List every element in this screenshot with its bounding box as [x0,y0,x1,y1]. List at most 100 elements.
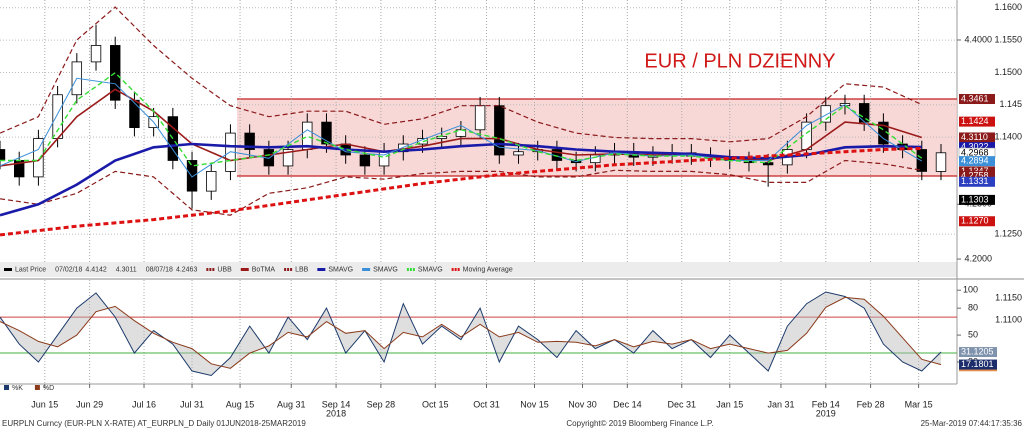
footer-copyright: Copyright© 2019 Bloomberg Finance L.P. [566,419,713,428]
x-tick-label: Aug 15 [226,399,255,409]
price-tag-label: 1.1270 [961,216,989,226]
price-tag-label: 4.3461 [961,93,989,103]
x-tick-label: Dec 31 [667,399,696,409]
candle-body [455,129,467,137]
x-tick-label: Jul 31 [180,399,204,409]
x-year-label: 2019 [816,408,836,418]
legend-label: SMAVG [418,266,443,273]
candle-body [513,151,524,156]
x-tick-label: Sep 14 [322,399,351,409]
candle-body [206,171,217,192]
candle-body [186,160,198,192]
price-tag-label: 4.3110 [961,132,988,142]
price-tag-label: 1.1424 [961,116,989,126]
background-layer [0,0,1024,388]
x-tick-label: Sep 28 [367,399,396,409]
candle-body [935,152,947,172]
value-tag [959,347,997,358]
value-tag [959,359,997,370]
x-tick-label: Feb 28 [857,399,885,409]
main-layer: Jun 15 Jun 29 Jul 16 Jul 31 Aug 15 Aug 31 Sep … [0,2,1022,418]
price-tag [959,171,995,182]
legend-label: LBB [295,266,309,273]
x-tick-label: Jan 31 [767,399,794,409]
y2-tick-label: 1.1250 [994,229,1022,239]
price-tag-label: 4.2894 [961,155,989,165]
price-tag-label: 4.2758 [961,170,989,180]
price-tag-label: 4.3022 [961,141,989,151]
legend-low: 08/07/18 [146,266,173,273]
y2-tick-label: 1.1500 [994,67,1022,77]
legend-low: 4.2463 [176,266,198,273]
x-tick-label: Jul 16 [132,399,156,409]
legend-mean: 4.3011 [116,266,137,273]
price-tag [959,176,995,187]
legend-swatch [4,385,9,390]
legend-label: %D [43,385,54,392]
candle-body [916,149,927,172]
candle-body [321,121,332,145]
candle-body [474,105,486,131]
candle-body [820,105,831,123]
candle-body [359,154,371,167]
candle-body [33,138,44,178]
x-tick-label: Jun 15 [31,399,58,409]
y-tick-label: 100 [963,285,978,295]
candle-body [282,149,294,167]
price-tag [959,216,995,227]
value-tag-label: 31.1205 [961,346,994,356]
price-tag-label: 1.1331 [961,176,989,186]
y2-tick-label: 1.1600 [994,2,1022,12]
legend-label: BoTMA [252,266,276,273]
x-tick-label: Aug 31 [277,399,306,409]
legend-high: 4.4142 [85,266,107,273]
legend-label: SMAVG [373,266,398,273]
chart-title: EUR / PLN DZIENNY [644,50,835,72]
y-tick-label: 80 [968,303,978,313]
x-year-label: 2018 [326,408,346,418]
legend-label: %K [12,385,23,392]
x-tick-label: Jan 15 [716,399,743,409]
y-tick-label: 4.2000 [964,253,992,263]
k-d-fill [0,292,941,376]
legend-label: SMAVG [328,266,353,273]
legend-label: Last Price [15,266,46,273]
y-tick-label: 50 [968,329,978,339]
y2-tick-label: 1.1150 [995,292,1022,302]
indicator-line [0,6,923,143]
legend-strip [0,262,957,277]
candle-body [244,132,255,150]
indicator-line [0,146,922,237]
x-tick-label: Jun 29 [76,399,103,409]
indicator-line [0,159,922,216]
indicator-line [0,77,923,178]
y2-tick-label: 1.145 [999,99,1022,109]
y-tick-label: 4.4000 [964,34,992,44]
x-tick-label: Oct 31 [473,399,500,409]
candle-body [494,105,505,156]
price-tag [959,142,995,153]
value-tag-label: 17.1801 [961,359,994,369]
legend-swatch [34,385,40,390]
price-tag [959,132,995,143]
footer-timestamp: 25-Mar-2019 07:44:17:35:36 [921,419,1023,428]
legend-high: 07/02/18 [55,266,82,273]
x-tick-label: Mar 15 [905,399,933,409]
footer-source: EURPLN Curncy (EUR-PLN X-RATE) AT_EURPLN… [2,419,306,428]
price-tag [959,156,995,167]
indicator-line [0,142,922,217]
x-tick-label: Nov 15 [520,399,549,409]
price-tag-label: 1.1347 [961,166,989,176]
x-tick-label: Nov 30 [568,399,597,409]
price-tag-label: 1.1303 [961,194,989,204]
x-tick-label: Feb 14 [812,399,840,409]
candle-body [90,45,102,63]
legend-label: Moving Average [463,266,513,273]
price-tag [959,194,995,205]
indicator-line [0,71,923,167]
price-tag [959,116,995,127]
oscillator-line [0,296,942,369]
x-tick-label: Oct 15 [422,399,449,409]
